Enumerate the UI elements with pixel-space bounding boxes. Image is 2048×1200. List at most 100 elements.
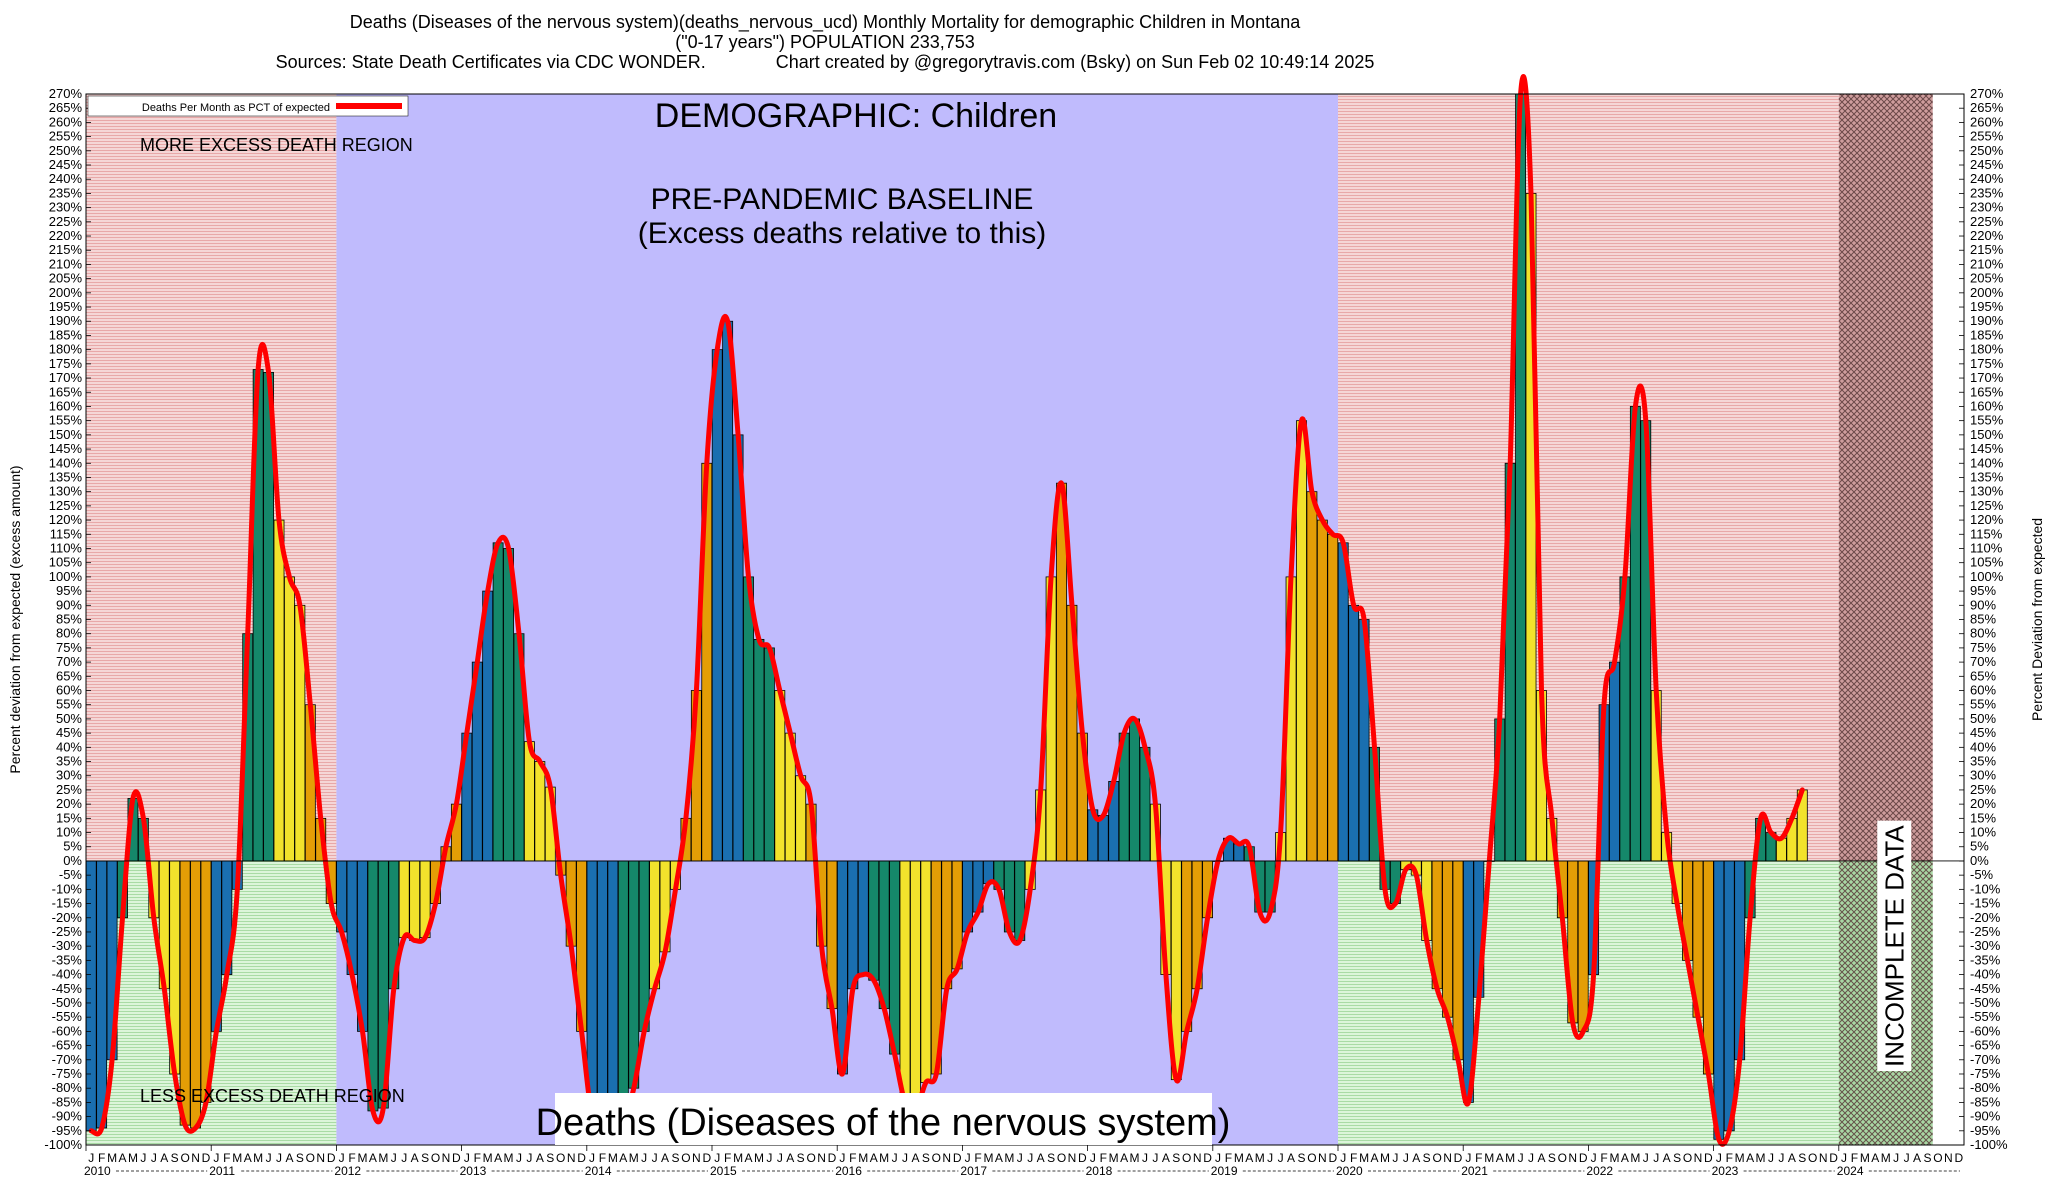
bar-month-50 (607, 860, 619, 1132)
xtick-month-label: J (1904, 1151, 1910, 1165)
baseline-sublabel: (Excess deaths relative to this) (638, 217, 1047, 250)
xtick-month-label: D (1704, 1151, 1713, 1165)
ytick-left-label: 95% (56, 583, 82, 598)
xtick-month-label: J (266, 1151, 272, 1165)
xtick-month-label: J (213, 1151, 219, 1165)
ytick-right-label: -65% (1970, 1038, 2001, 1053)
ytick-left-label: -90% (52, 1109, 83, 1124)
xtick-month-label: S (671, 1151, 679, 1165)
ytick-right-label: 85% (1970, 612, 1996, 627)
xtick-month-label: M (483, 1151, 493, 1165)
xtick-month-label: J (1518, 1151, 1524, 1165)
ytick-left-label: 185% (49, 327, 83, 342)
xtick-month-label: O (431, 1151, 440, 1165)
bar-month-78 (899, 860, 911, 1103)
xtick-month-label: A (911, 1151, 919, 1165)
more-excess-label: MORE EXCESS DEATH REGION (140, 135, 413, 155)
xtick-month-label: J (902, 1151, 908, 1165)
ytick-right-label: 30% (1970, 768, 1996, 783)
xtick-month-label: M (754, 1151, 764, 1165)
xtick-month-label: M (608, 1151, 618, 1165)
xtick-year-label: 2022 (1586, 1164, 1613, 1178)
ytick-right-label: 175% (1970, 356, 2004, 371)
ytick-left-label: 150% (49, 427, 83, 442)
ytick-left-label: 90% (56, 597, 82, 612)
ytick-left-label: 175% (49, 356, 83, 371)
bar-month-76 (878, 860, 890, 1010)
xtick-year-label: 2012 (334, 1164, 361, 1178)
y-axis-label-right: Percent Deviation from expected (2029, 518, 2045, 721)
xtick-month-label: M (858, 1151, 868, 1165)
xtick-month-label: J (1267, 1151, 1273, 1165)
ytick-left-label: 155% (49, 413, 83, 428)
ytick-right-label: -55% (1970, 1009, 2001, 1024)
xtick-month-label: J (1778, 1151, 1784, 1165)
xtick-month-label: A (1412, 1151, 1420, 1165)
xtick-month-label: O (932, 1151, 941, 1165)
chart-title: DEMOGRAPHIC: Children (655, 97, 1057, 135)
ytick-left-label: 180% (49, 342, 83, 357)
xtick-month-label: J (641, 1151, 647, 1165)
legend-box (87, 95, 409, 117)
ytick-right-label: 55% (1970, 697, 1996, 712)
ytick-right-label: 70% (1970, 654, 1996, 669)
bar-month-18 (273, 519, 285, 862)
xtick-month-label: J (1392, 1151, 1398, 1165)
chart-header-line1: Deaths (Diseases of the nervous system)(… (349, 12, 1301, 32)
xtick-month-label: S (1423, 1151, 1431, 1165)
bar-month-0 (85, 860, 97, 1132)
xtick-month-label: A (494, 1151, 502, 1165)
ytick-right-label: 35% (1970, 754, 1996, 769)
xtick-year-label: 2021 (1461, 1164, 1488, 1178)
ytick-left-label: 215% (49, 242, 83, 257)
ytick-left-label: 240% (49, 171, 83, 186)
xtick-month-label: J (1643, 1151, 1649, 1165)
ytick-right-label: 100% (1970, 569, 2004, 584)
xtick-month-label: S (1798, 1151, 1806, 1165)
region-more-excess-post-baseline (1338, 94, 1839, 861)
ytick-left-label: 50% (56, 711, 82, 726)
ytick-left-label: 195% (49, 299, 83, 314)
ytick-left-label: 10% (56, 825, 82, 840)
ytick-right-label: 80% (1970, 626, 1996, 641)
ytick-right-label: 65% (1970, 668, 1996, 683)
ytick-right-label: 200% (1970, 285, 2004, 300)
xtick-month-label: A (619, 1151, 627, 1165)
bar-month-146 (1609, 661, 1620, 862)
ytick-right-label: 190% (1970, 313, 2004, 328)
ytick-left-label: 190% (49, 313, 83, 328)
xtick-month-label: D (1954, 1151, 1963, 1165)
ytick-right-label: 180% (1970, 342, 2004, 357)
ytick-right-label: 75% (1970, 640, 1996, 655)
xtick-month-label: J (1090, 1151, 1096, 1165)
xtick-month-label: J (714, 1151, 720, 1165)
xtick-month-label: O (1307, 1151, 1316, 1165)
xtick-month-label: M (1130, 1151, 1140, 1165)
xtick-month-label: O (556, 1151, 565, 1165)
ytick-left-label: -15% (52, 896, 83, 911)
xtick-month-label: A (745, 1151, 753, 1165)
bar-month-61 (722, 320, 734, 862)
ytick-right-label: 110% (1970, 540, 2003, 555)
xtick-month-label: A (1371, 1151, 1379, 1165)
ytick-right-label: 150% (1970, 427, 2004, 442)
ytick-left-label: 45% (56, 725, 82, 740)
ytick-right-label: 255% (1970, 129, 2004, 144)
xtick-month-label: A (1120, 1151, 1128, 1165)
ytick-right-label: 245% (1970, 157, 2004, 172)
xtick-month-label: J (1278, 1151, 1284, 1165)
xtick-month-label: N (942, 1151, 951, 1165)
xtick-month-label: S (171, 1151, 179, 1165)
xtick-year-label: 2010 (84, 1164, 111, 1178)
bar-month-80 (920, 860, 932, 1083)
xtick-month-label: A (369, 1151, 377, 1165)
xtick-month-label: J (464, 1151, 470, 1165)
ytick-left-label: -5% (59, 867, 83, 882)
ytick-right-label: -90% (1970, 1109, 2001, 1124)
ytick-left-label: 160% (49, 398, 83, 413)
incomplete-label-bg (1877, 820, 1912, 1072)
ytick-left-label: -100% (44, 1137, 82, 1152)
ytick-right-label: 0% (1970, 853, 1989, 868)
xtick-month-label: A (1162, 1151, 1170, 1165)
